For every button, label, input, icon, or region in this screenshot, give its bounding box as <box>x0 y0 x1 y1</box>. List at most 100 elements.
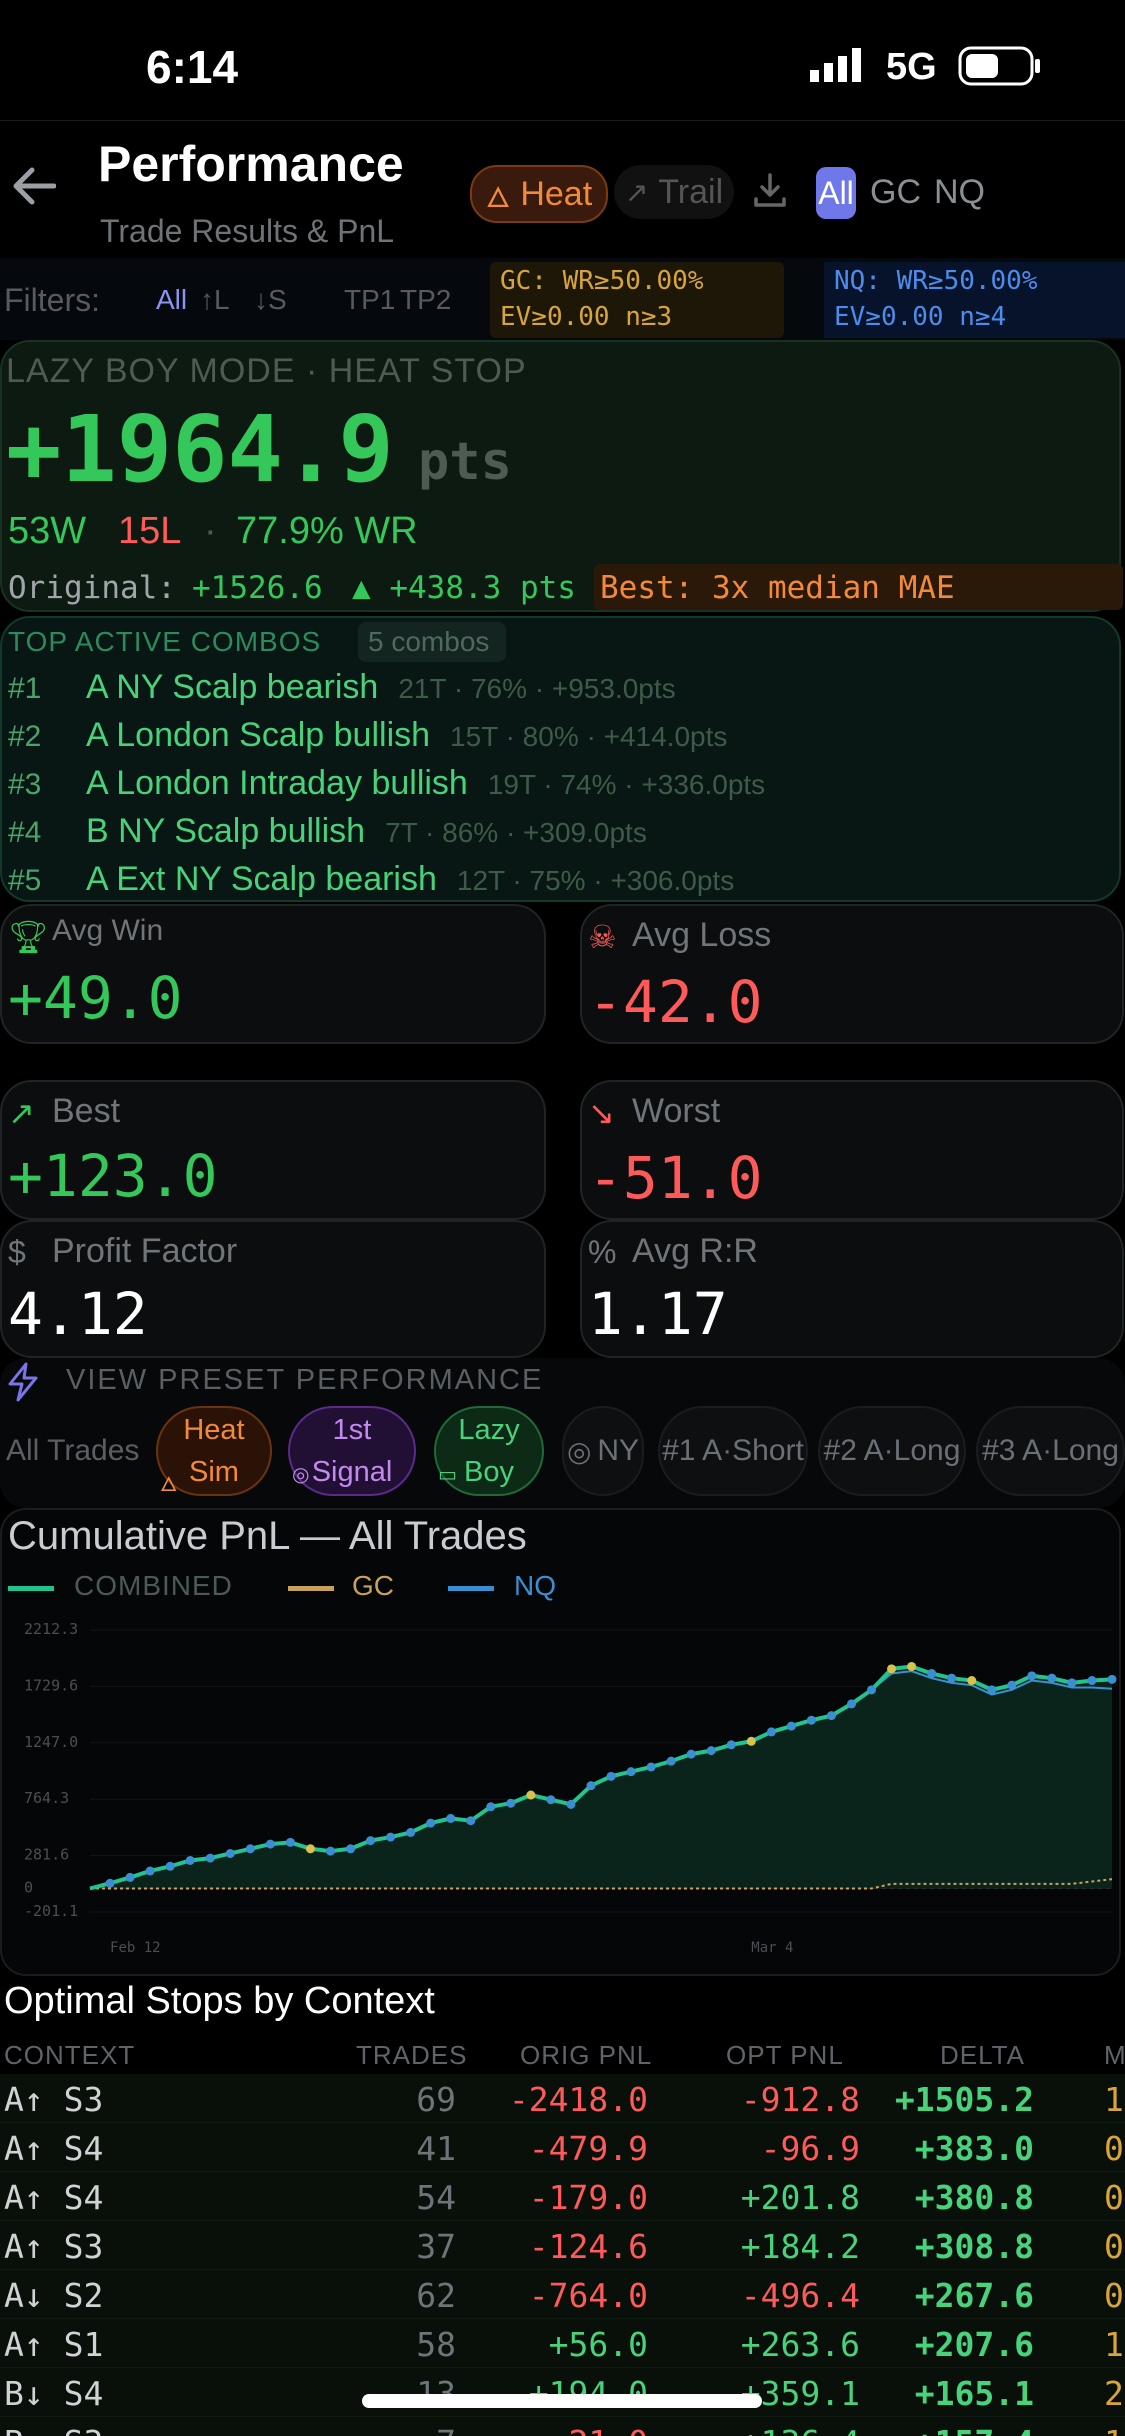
stops-row[interactable]: A↓ S2 62 -764.0 -496.4 +267.6 0. <box>0 2270 1125 2319</box>
cell-opt-pnl: +201.8 <box>740 2178 860 2217</box>
preset-heat-line1: Heat <box>183 1414 245 1446</box>
stops-row[interactable]: A↑ S3 37 -124.6 +184.2 +308.8 0. <box>0 2221 1125 2270</box>
avg-win-card: 🏆︎ Avg Win +49.0 <box>0 904 546 1044</box>
stops-row[interactable]: A↑ S1 58 +56.0 +263.6 +207.6 1 <box>0 2319 1125 2368</box>
combined-point <box>305 1844 315 1854</box>
cell-delta: +157.4 <box>915 2423 1034 2436</box>
combo-row[interactable]: #2 A London Scalp bullish 15T · 80% · +414… <box>2 716 727 764</box>
preset-lazy-boy[interactable]: Lazy Boy <box>434 1406 544 1496</box>
filter-tp2[interactable]: TP2 <box>400 284 452 315</box>
combo-row[interactable]: #4 B NY Scalp bullish 7T · 86% · +309.0pts <box>2 812 647 860</box>
win-rate: 77.9% WR <box>236 510 418 552</box>
filter-dir-short[interactable]: ↓S <box>254 284 287 315</box>
heat-label: Heat <box>520 174 593 213</box>
combo-name: A NY Scalp bearish <box>86 668 379 706</box>
signal-icon <box>810 48 866 82</box>
avg-win-value: +49.0 <box>8 964 183 1032</box>
cell-delta: +1505.2 <box>894 2080 1034 2119</box>
filter-dir-long[interactable]: ↑L <box>200 284 230 315</box>
cell-context: A↓ S2 <box>4 2276 104 2315</box>
combo-row[interactable]: #1 A NY Scalp bearish 21T · 76% · +953.0pt… <box>2 668 676 716</box>
preset-all-trades[interactable]: All Trades <box>6 1434 140 1467</box>
presets-title: VIEW PRESET PERFORMANCE <box>66 1364 544 1396</box>
combined-point <box>846 1699 856 1709</box>
worst-value: -51.0 <box>588 1144 763 1212</box>
cell-trades: 54 <box>416 2178 456 2217</box>
home-indicator[interactable] <box>362 2394 762 2408</box>
combined-point <box>265 1839 275 1849</box>
best-card: ↗ Best +123.0 <box>0 1080 546 1220</box>
combined-point <box>145 1866 155 1876</box>
symbol-gc[interactable]: GC <box>870 173 921 211</box>
gc-series-line <box>90 1878 1113 1890</box>
cell-orig-pnl: -2418.0 <box>508 2080 648 2119</box>
trail-toggle[interactable]: ↗ Trail <box>614 165 734 219</box>
nq-threshold-line2: EV≥0.00 n≥4 <box>834 302 1007 332</box>
y-tick-label: 1247.0 <box>24 1733 78 1751</box>
combined-point <box>987 1685 997 1695</box>
worst-label: Worst <box>632 1092 721 1130</box>
avg-win-label: Avg Win <box>52 914 164 947</box>
preset-2-a-long[interactable]: #2 A·Long <box>818 1406 966 1496</box>
y-tick-label: 764.3 <box>24 1789 69 1807</box>
avg-loss-card: ☠ Avg Loss -42.0 <box>580 904 1124 1044</box>
stops-section: Optimal Stops by Context CONTEXT TRADES … <box>0 1976 1125 2436</box>
combo-row[interactable]: #3 A London Intraday bullish 19T · 74% · +… <box>2 764 765 812</box>
preset-heat-sim[interactable]: Heat Sim <box>156 1406 272 1496</box>
stops-row[interactable]: A↑ S4 41 -479.9 -96.9 +383.0 0. <box>0 2123 1125 2172</box>
cell-opt-pnl: +263.6 <box>740 2325 860 2364</box>
combo-name: B NY Scalp bullish <box>86 812 366 850</box>
profit-factor-label: Profit Factor <box>52 1232 238 1270</box>
filter-tp1[interactable]: TP1 <box>344 284 396 315</box>
combined-point <box>325 1846 335 1856</box>
combo-meta: 12T · 75% · +306.0pts <box>456 865 735 896</box>
combined-point <box>586 1781 596 1791</box>
stops-row[interactable]: A↑ S3 69 -2418.0 -912.8 +1505.2 1 <box>0 2074 1125 2123</box>
combined-point <box>806 1715 816 1725</box>
combo-name: A London Intraday bullish <box>86 764 468 802</box>
filter-dir-all[interactable]: All <box>156 284 188 315</box>
nq-threshold-box[interactable]: NQ: WR≥50.00% EV≥0.00 n≥4 <box>824 262 1125 338</box>
back-arrow-icon[interactable] <box>10 166 57 211</box>
preset-3-a-long[interactable]: #3 A·Long <box>976 1406 1125 1496</box>
combo-meta: 21T · 76% · +953.0pts <box>398 673 676 704</box>
symbol-all-label: All <box>818 174 854 211</box>
heat-toggle[interactable]: 🜂 Heat <box>470 165 608 223</box>
stops-row[interactable]: B↓ S413+194.0+359.1+165.12 <box>0 2368 1125 2417</box>
pnl-chart-svg[interactable]: 2212.3 1729.6 1247.0 764.3 281.6 0 -201.1 Feb 1… <box>2 1620 1119 1974</box>
combined-point <box>225 1848 235 1858</box>
network-label: 5G <box>886 46 937 88</box>
combo-row[interactable]: #5 A Ext NY Scalp bearish 12T · 75% · +306… <box>2 860 734 908</box>
col-orig-pnl: ORIG PNL <box>520 2040 653 2070</box>
cell-delta: +380.8 <box>914 2178 1034 2217</box>
combos-count: 5 combos <box>368 626 490 657</box>
chart-title: Cumulative PnL — All Trades <box>8 1514 527 1558</box>
cell-opt-pnl: +359.1 <box>740 2374 860 2413</box>
cell-delta: +308.8 <box>914 2227 1034 2266</box>
col-delta: DELTA <box>940 2040 1025 2070</box>
preset-1-a-short[interactable]: #1 A·Short <box>658 1406 808 1496</box>
combined-point <box>726 1740 736 1750</box>
stops-row[interactable]: B↓ S3 7 -21.0 +136.4 +157.4 1 <box>0 2417 1125 2436</box>
combined-point <box>386 1832 396 1842</box>
preset-1-label: #1 A·Short <box>662 1434 804 1467</box>
combined-point <box>426 1818 436 1828</box>
stops-row[interactable]: A↑ S4 54 -179.0 +201.8 +380.8 0. <box>0 2172 1125 2221</box>
combined-point <box>947 1673 957 1683</box>
combined-point <box>907 1661 917 1671</box>
combined-point <box>105 1878 115 1888</box>
symbol-all[interactable]: All <box>816 167 856 219</box>
preset-signal-line2: Signal <box>311 1456 393 1488</box>
download-icon[interactable] <box>750 171 790 216</box>
worst-card: ↘ Worst -51.0 <box>580 1080 1124 1220</box>
preset-ny[interactable]: ◎ NY <box>562 1406 644 1496</box>
symbol-nq[interactable]: NQ <box>934 173 985 211</box>
cell-orig-pnl: -764.0 <box>528 2276 648 2315</box>
preset-2-label: #2 A·Long <box>823 1434 961 1467</box>
crosshair-small-icon: ◎ <box>292 1464 310 1486</box>
combined-point <box>927 1669 937 1679</box>
combined-point <box>285 1837 295 1847</box>
gc-threshold-box[interactable]: GC: WR≥50.00% EV≥0.00 n≥3 <box>490 262 784 338</box>
combined-point <box>666 1756 676 1766</box>
preset-first-signal[interactable]: 1st Signal <box>288 1406 416 1496</box>
